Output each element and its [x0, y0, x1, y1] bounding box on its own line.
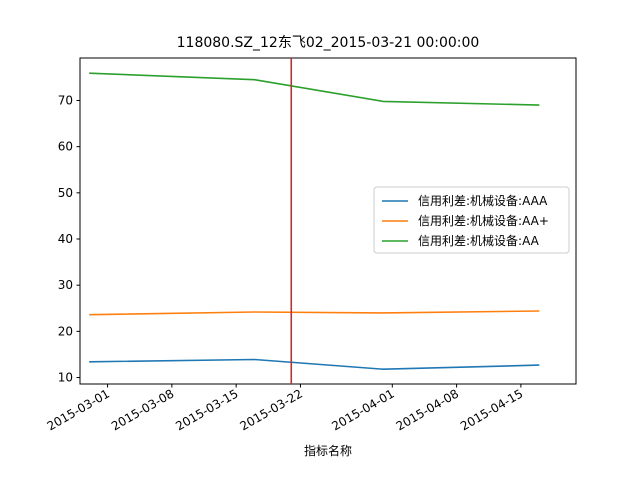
- axes-frame: [79, 57, 577, 385]
- y-tick-label: 70: [58, 93, 73, 107]
- y-tick-label: 40: [58, 232, 73, 246]
- series-line-3: [89, 72, 540, 106]
- series-line-2: [89, 310, 540, 316]
- legend-entry-1: 信用利差:机械设备:AAA: [418, 193, 548, 208]
- y-tick-label: 20: [58, 324, 73, 338]
- legend-entry-3: 信用利差:机械设备:AA: [418, 233, 540, 248]
- x-axis-label: 指标名称: [304, 443, 352, 458]
- series-line-1: [89, 358, 540, 371]
- legend: 信用利差:机械设备:AAA 信用利差:机械设备:AA+ 信用利差:机械设备:AA: [373, 186, 570, 254]
- y-tick-label: 10: [58, 371, 73, 385]
- chart-title: 118080.SZ_12东飞02_2015-03-21 00:00:00: [177, 35, 480, 51]
- y-tick-label: 50: [58, 186, 73, 200]
- y-tick-label: 30: [58, 278, 73, 292]
- legend-box: [373, 186, 570, 254]
- y-tick-label: 60: [58, 140, 73, 154]
- legend-entry-2: 信用利差:机械设备:AA+: [418, 213, 549, 228]
